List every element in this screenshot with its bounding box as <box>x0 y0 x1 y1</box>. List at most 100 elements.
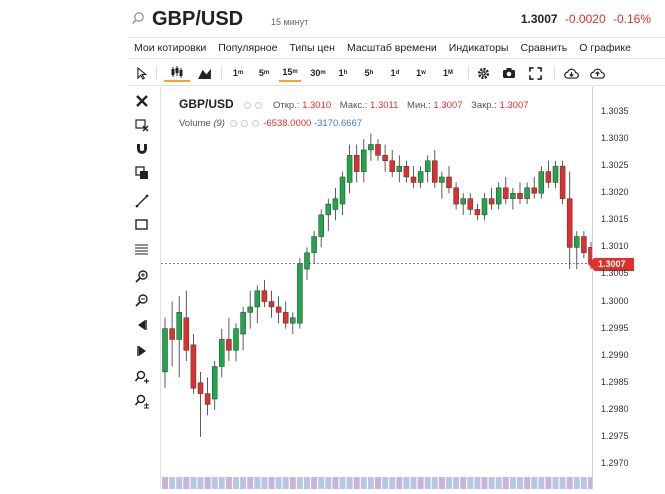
candle-body <box>197 382 204 394</box>
candle-body <box>538 171 545 194</box>
candle-body <box>566 198 573 248</box>
menu-time-scale[interactable]: Масштаб времени <box>346 42 437 54</box>
candle-body <box>275 306 282 313</box>
volume-value-1: -6538.0000 <box>263 118 312 129</box>
candle-body <box>467 198 474 210</box>
quote: 1.3007 -0.0020 -0.16% <box>521 12 651 26</box>
price-tick: 1.3005 <box>601 268 629 279</box>
volume-bar <box>204 477 211 489</box>
rectangle-icon[interactable] <box>134 217 150 233</box>
candle-body <box>396 165 403 172</box>
menu-popular[interactable]: Популярное <box>218 42 278 54</box>
timeframe-15m[interactable]: 15 m <box>279 64 301 82</box>
volume-period: (9) <box>213 118 225 129</box>
candle-body <box>368 144 374 151</box>
zoom-fit-icon[interactable] <box>134 369 150 385</box>
candle-body <box>311 236 317 254</box>
candlestick-chart-icon[interactable] <box>164 64 190 82</box>
close-icon[interactable] <box>251 119 259 127</box>
candle-body <box>446 176 452 189</box>
volume-bar <box>339 477 346 489</box>
candle-body <box>503 187 509 199</box>
volume-bar <box>545 477 552 489</box>
toolbar-divider <box>156 66 157 80</box>
price-tick: 1.2985 <box>601 376 629 387</box>
candle-body <box>545 171 552 183</box>
cloud-upload-icon[interactable] <box>588 64 606 82</box>
search-icon[interactable] <box>131 11 145 25</box>
settings-icon[interactable] <box>240 119 248 127</box>
volume-bar <box>538 477 545 489</box>
price-axis[interactable]: 1.3007 1.3035 1.3030 1.3025 1.3020 1.3015 1.3… <box>588 87 665 489</box>
candle-body <box>524 187 530 199</box>
volume-bar <box>318 477 325 489</box>
chart-canvas[interactable] <box>160 87 594 489</box>
volume-bar <box>211 477 218 489</box>
candle-body <box>233 328 239 351</box>
camera-icon[interactable] <box>500 64 518 82</box>
legend-open-label: Откр.: <box>272 100 300 111</box>
fibonacci-icon[interactable] <box>134 241 150 257</box>
price-change: -0.0020 <box>564 12 606 26</box>
volume-bar <box>233 477 239 489</box>
price-tick: 1.2970 <box>601 458 629 468</box>
volume-bar <box>453 477 460 489</box>
gear-icon[interactable] <box>474 64 492 82</box>
candle-body <box>176 312 182 340</box>
legend-close-value: 1.3007 <box>499 100 529 111</box>
menu-price-types[interactable]: Типы цен <box>289 42 335 54</box>
volume-bar <box>311 477 318 489</box>
current-price-tag: 1.3007 <box>588 257 634 271</box>
menu-about-chart[interactable]: О графике <box>579 42 631 54</box>
volume-bar <box>517 477 523 489</box>
candle-body <box>282 312 289 324</box>
interval-label: 15 минут <box>271 17 309 27</box>
price-tick: 1.3035 <box>601 106 629 116</box>
volume-bar <box>431 477 438 489</box>
magnet-icon[interactable] <box>134 141 150 157</box>
candle-body <box>290 317 296 324</box>
delete-drawing-icon[interactable] <box>134 117 150 133</box>
volume-bar <box>410 477 417 489</box>
candle-body <box>517 192 523 199</box>
menu-compare[interactable]: Сравнить <box>520 42 568 54</box>
visibility-icon[interactable] <box>244 101 252 109</box>
scroll-left-icon[interactable] <box>134 317 150 333</box>
candle-body <box>403 165 410 178</box>
volume-bar <box>218 477 225 489</box>
volume-bar <box>396 477 403 489</box>
volume-bar <box>254 477 261 489</box>
scroll-right-icon[interactable] <box>134 343 150 359</box>
volume-bar <box>559 477 566 489</box>
visibility-icon[interactable] <box>229 119 237 127</box>
menu-indicators[interactable]: Индикаторы <box>448 42 509 54</box>
symbol-title[interactable]: GBP/USD <box>152 8 244 30</box>
zoom-out-icon[interactable] <box>134 293 150 309</box>
settings-icon[interactable] <box>255 101 263 109</box>
area-chart-icon[interactable] <box>194 64 214 82</box>
candle-body <box>574 236 580 248</box>
cloud-download-icon[interactable] <box>562 64 580 82</box>
zoom-reset-icon[interactable] <box>134 393 150 409</box>
cursor-icon[interactable] <box>134 64 150 82</box>
volume-bar <box>488 477 495 489</box>
legend-high-label: Макс.: <box>339 100 368 111</box>
candle-body <box>183 317 190 351</box>
volume-bar <box>296 477 303 489</box>
zoom-in-icon[interactable] <box>134 269 150 285</box>
layers-icon[interactable] <box>134 165 150 181</box>
timeframe-30m[interactable]: 30 m <box>310 68 326 78</box>
trend-line-icon[interactable] <box>134 193 150 209</box>
close-icon[interactable] <box>134 93 150 109</box>
candle-body <box>375 144 381 156</box>
menu-my-quotes[interactable]: Мои котировки <box>134 42 207 54</box>
fullscreen-icon[interactable] <box>526 64 544 82</box>
candle-body <box>318 214 324 237</box>
